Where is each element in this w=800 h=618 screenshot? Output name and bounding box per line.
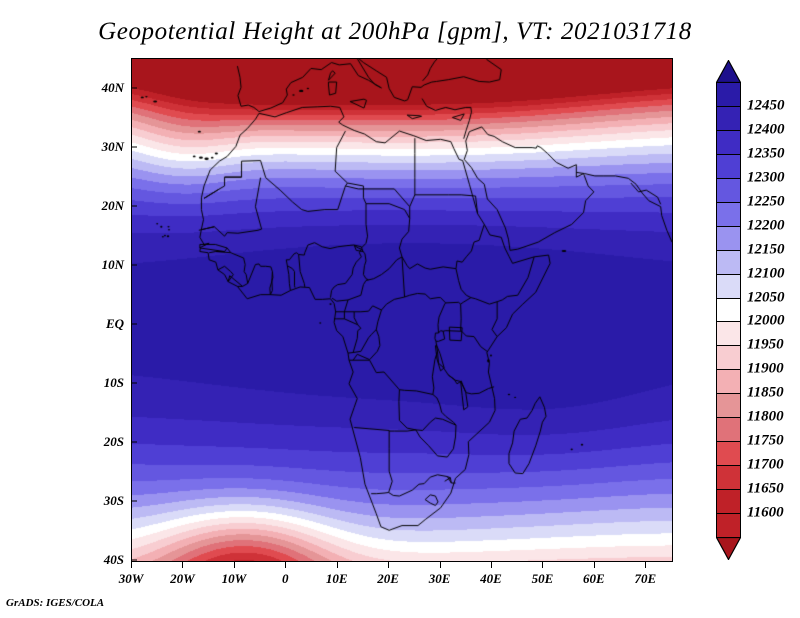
longitude-tick-mark [182, 562, 184, 568]
colorbar-bottom-arrow [715, 536, 742, 561]
latitude-tick-label: 20N [101, 197, 124, 213]
colorbar[interactable]: 12450 12400 12350 12300 12250 12200 12150 12100… [715, 59, 785, 561]
longitude-tick-mark [542, 562, 544, 568]
latitude-tick-mark [131, 205, 137, 207]
latitude-tick-label: 30S [103, 492, 124, 508]
colorbar-tick-label: 12450 [747, 97, 785, 114]
longitude-tick-mark [285, 562, 287, 568]
longitude-tick-label: 50E [531, 571, 554, 586]
colorbar-tick-label: 12150 [747, 241, 785, 258]
colorbar-band [716, 393, 741, 419]
footer-credit: GrADS: IGES/COLA [6, 597, 105, 609]
longitude-tick-mark [388, 562, 390, 568]
colorbar-tick-label: 11700 [747, 456, 784, 473]
colorbar-tick-label: 12250 [747, 193, 785, 210]
colorbar-tick-label: 12200 [747, 217, 785, 234]
longitude-tick-label: 40E [480, 571, 502, 586]
latitude-tick-mark [131, 323, 137, 325]
longitude-tick-label: 10E [325, 571, 348, 586]
colorbar-band [716, 441, 741, 467]
colorbar-band [716, 489, 741, 515]
latitude-tick-label: EQ [105, 315, 124, 331]
colorbar-band [716, 369, 741, 395]
colorbar-tick-label: 12050 [747, 289, 785, 306]
colorbar-band [716, 345, 741, 371]
latitude-tick-label: 10S [103, 374, 124, 390]
longitude-tick-mark [645, 562, 647, 568]
longitude-tick-mark [491, 562, 492, 568]
latitude-tick-mark [131, 500, 137, 502]
longitude-tick-mark [131, 562, 132, 568]
colorbar-tick-label: 11650 [747, 480, 784, 497]
longitude-tick-mark [336, 562, 338, 568]
colorbar-tick-label: 11800 [747, 408, 784, 425]
latitude-tick-mark [131, 382, 137, 384]
longitude-tick-label: 60E [583, 571, 605, 586]
page-title: Geopotential Height at 200hPa [gpm], VT:… [98, 18, 692, 45]
colorbar-bands [715, 59, 742, 561]
map-plot-area[interactable] [131, 58, 673, 562]
latitude-tick-mark [131, 146, 137, 148]
latitude-tick-label: 10N [101, 256, 124, 272]
colorbar-band [716, 297, 741, 323]
colorbar-band [716, 465, 741, 491]
longitude-tick-mark [593, 562, 595, 568]
longitude-axis: 30W 20W 10W 0 10E 20E 30E 40E 50E 60E 70E [119, 562, 673, 586]
colorbar-band [716, 82, 741, 107]
longitude-tick-label: 20E [377, 571, 399, 586]
colorbar-band [716, 225, 741, 251]
colorbar-band [716, 321, 741, 347]
longitude-tick-label: 0 [282, 571, 289, 586]
latitude-tick-mark [131, 441, 137, 443]
colorbar-band [716, 177, 741, 203]
latitude-tick-mark [131, 559, 137, 561]
longitude-tick-label: 30W [118, 571, 144, 586]
colorbar-tick-label: 11750 [747, 432, 784, 449]
longitude-tick-mark [439, 562, 441, 568]
colorbar-tick-label: 12000 [747, 312, 785, 329]
longitude-tick-label: 70E [634, 571, 657, 586]
latitude-tick-mark [131, 87, 137, 89]
coastlines-and-borders-overlay [132, 59, 672, 561]
colorbar-band [716, 273, 741, 299]
latitude-tick-label: 40N [101, 79, 124, 95]
latitude-tick-label: 30N [101, 138, 124, 154]
latitude-tick-mark [131, 264, 137, 266]
colorbar-tick-label: 11900 [747, 360, 784, 377]
colorbar-band [716, 249, 741, 275]
colorbar-band [716, 417, 741, 443]
colorbar-tick-label: 11850 [747, 384, 784, 401]
colorbar-tick-label: 12400 [747, 121, 785, 138]
colorbar-tick-label: 11600 [747, 504, 784, 521]
colorbar-tick-label: 12350 [747, 145, 785, 162]
colorbar-tick-label: 11950 [747, 336, 784, 353]
colorbar-tick-label: 12100 [747, 265, 785, 282]
colorbar-band [716, 513, 741, 538]
colorbar-band [716, 153, 741, 179]
latitude-tick-label: 40S [103, 552, 124, 567]
latitude-tick-label: 20S [103, 433, 124, 449]
longitude-tick-label: 20W [170, 571, 195, 586]
colorbar-band [716, 105, 741, 131]
colorbar-band [716, 129, 741, 155]
longitude-tick-label: 30E [428, 571, 451, 586]
longitude-tick-label: 10W [221, 571, 247, 586]
colorbar-band [716, 201, 741, 227]
longitude-tick-mark [233, 562, 235, 568]
latitude-axis: 40N 30N 20N 10N EQ 10S 20S 30S 40S [90, 58, 124, 567]
colorbar-top-arrow [715, 59, 742, 84]
colorbar-tick-label: 12300 [747, 169, 785, 186]
